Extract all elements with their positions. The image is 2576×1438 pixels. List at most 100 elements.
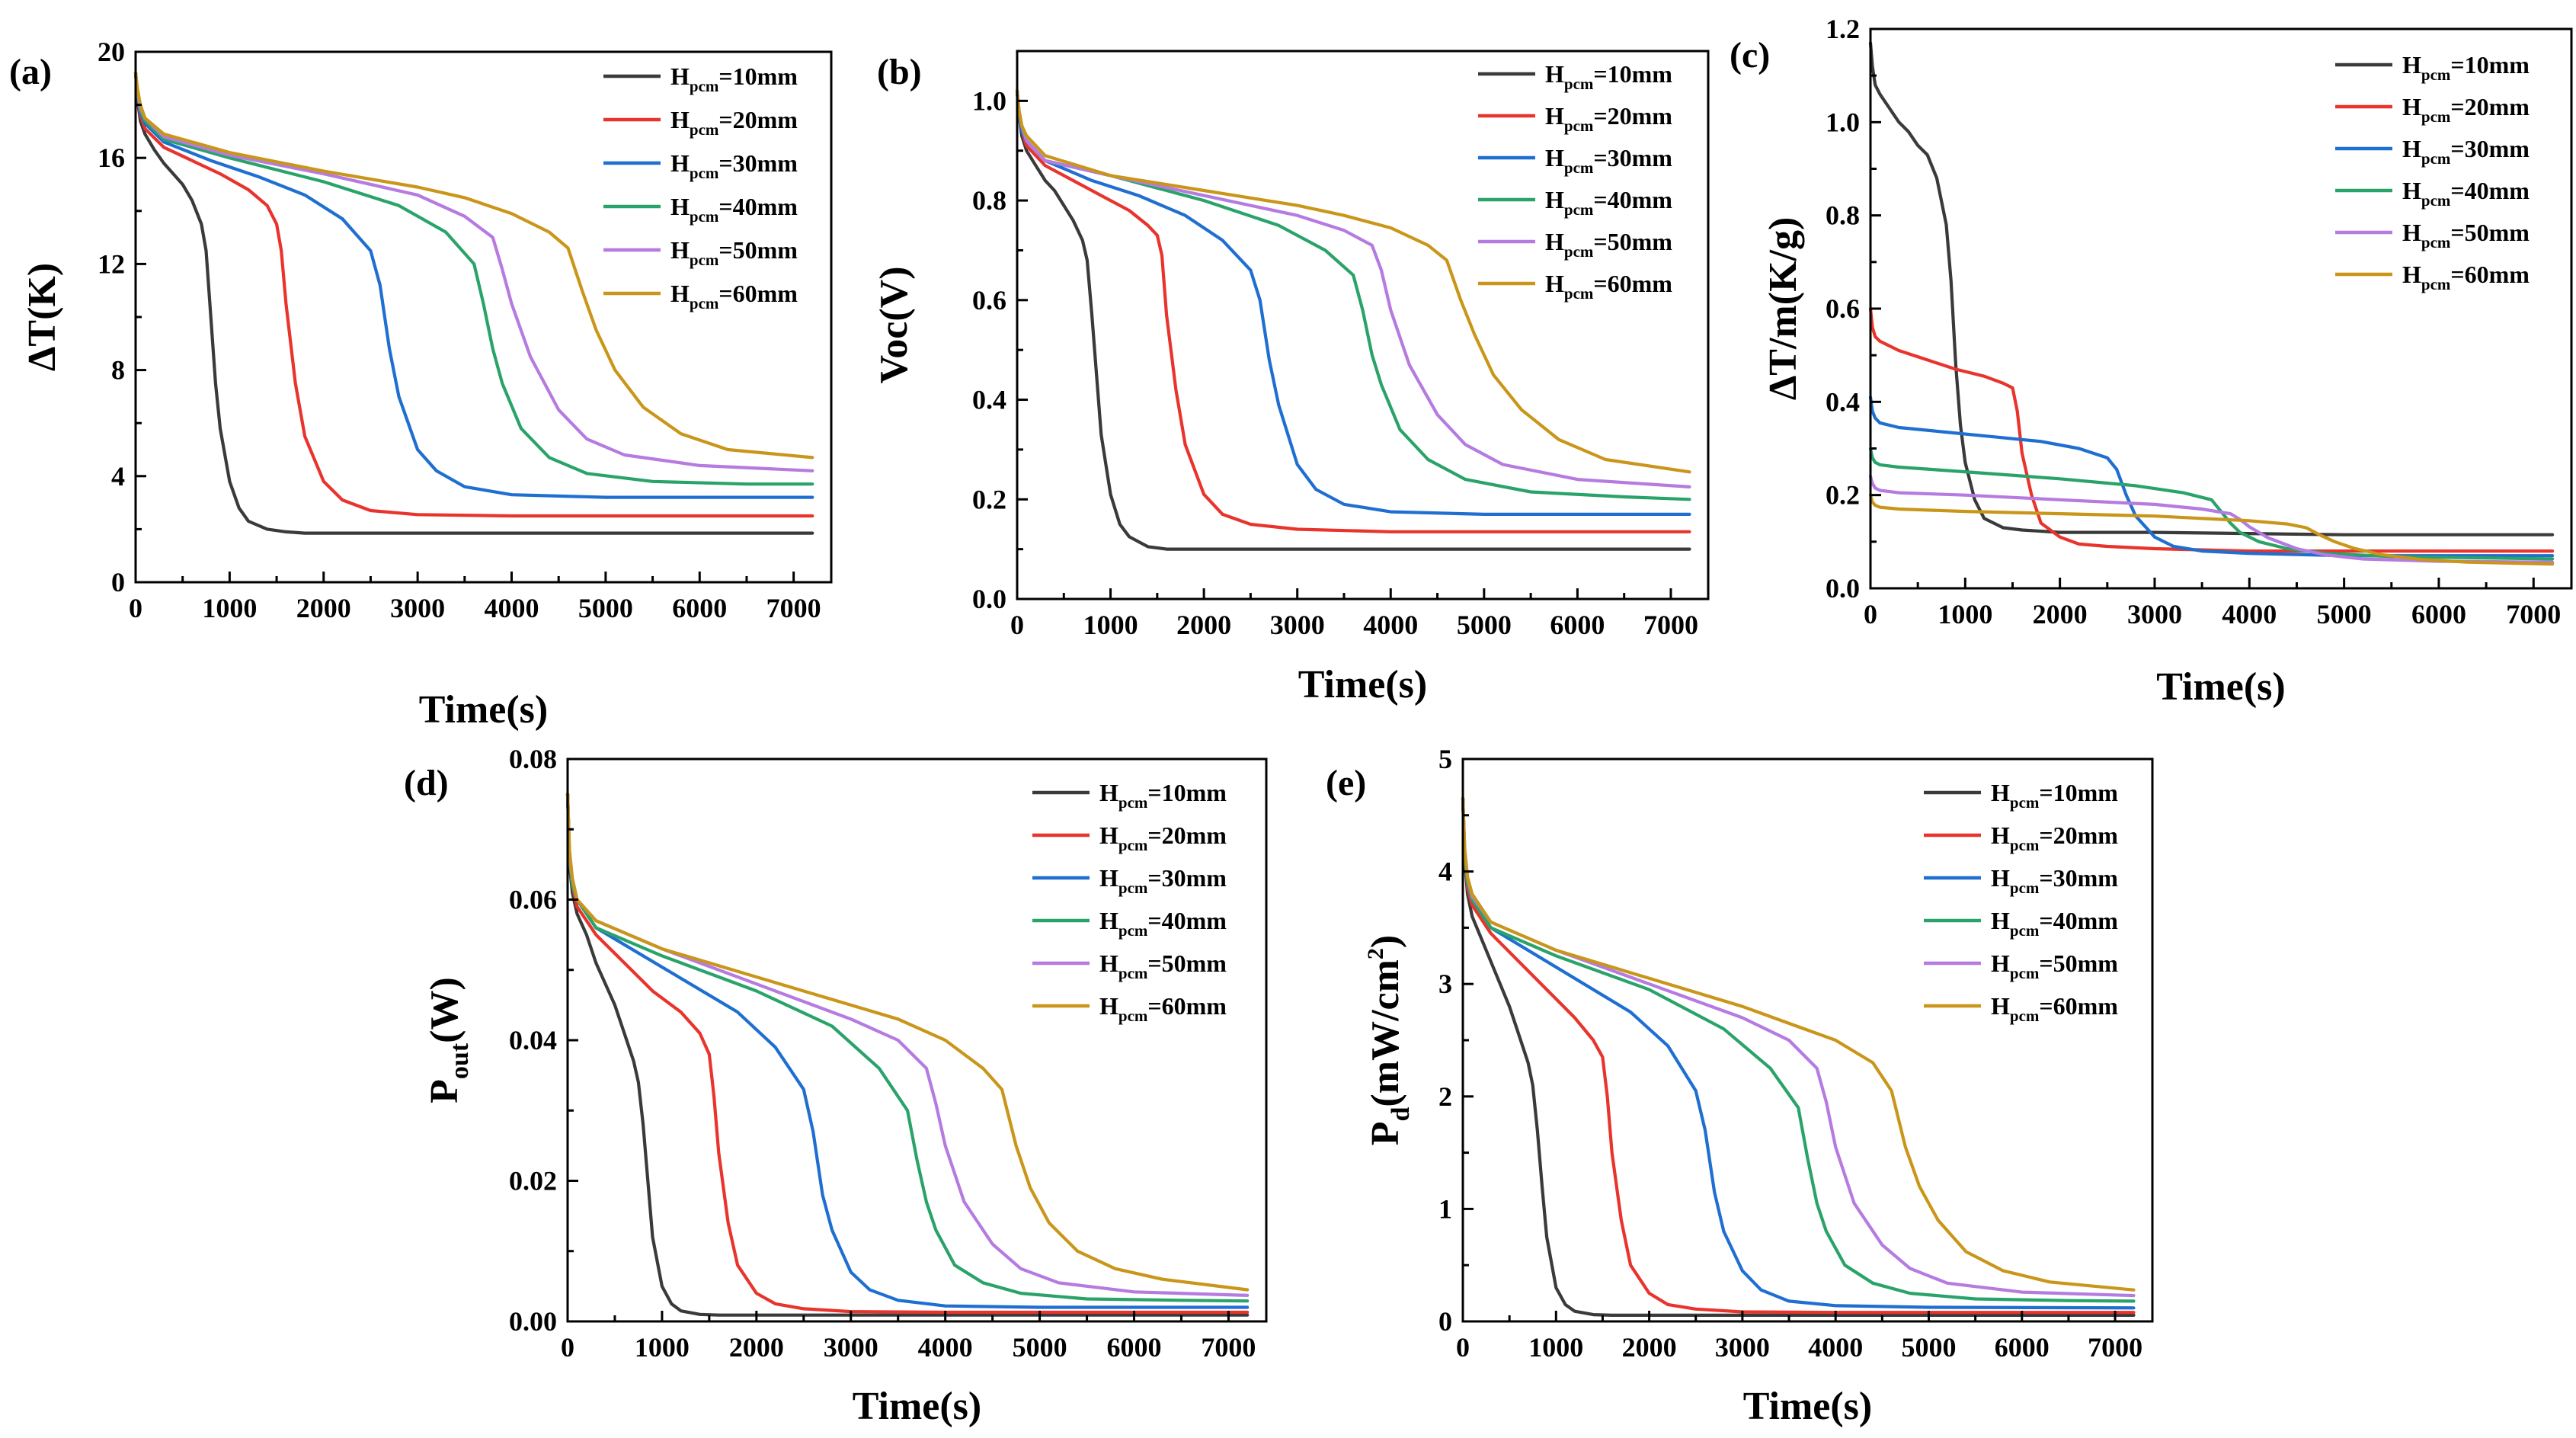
y-tick-label: 12 — [98, 248, 125, 279]
x-axis-title: Time(s) — [419, 688, 548, 732]
panel-c: (c) 0 1000 2000 3000 4000 5000 6000 7000 0.0 0.2 0.… — [1730, 14, 2573, 709]
panel-label: (e) — [1326, 763, 1366, 803]
x-tick-label: 0 — [129, 593, 142, 623]
y-tick-label: 0.2 — [972, 484, 1006, 514]
x-tick-label: 2000 — [1176, 610, 1231, 640]
y-tick-label: 4 — [111, 461, 125, 492]
y-tick-label: 0.04 — [509, 1025, 557, 1055]
x-tick-label: 6000 — [1995, 1332, 2050, 1363]
y-tick-label: 0.0 — [972, 584, 1006, 614]
legend-label: Hpcm=40mm — [2402, 177, 2530, 210]
series-line-6 — [133, 71, 814, 460]
y-tick-label: 0.0 — [1826, 573, 1860, 604]
y-axis-title: Pout(W) — [423, 977, 474, 1103]
legend-label: Hpcm=20mm — [1991, 821, 2118, 854]
series-line-3 — [133, 71, 814, 499]
x-axis-title: Time(s) — [2156, 665, 2285, 709]
legend-label: Hpcm=30mm — [1545, 144, 1672, 177]
legend-label: Hpcm=60mm — [2402, 261, 2530, 293]
legend-label: Hpcm=40mm — [670, 193, 798, 226]
x-tick-label: 7000 — [2088, 1332, 2142, 1363]
series-line-2 — [133, 71, 814, 518]
x-tick-label: 0 — [561, 1332, 574, 1363]
y-tick-label: 1.2 — [1826, 14, 1860, 44]
x-tick-label: 4000 — [485, 593, 539, 623]
legend-label: Hpcm=30mm — [670, 149, 798, 182]
y-tick-label: 5 — [1438, 744, 1452, 774]
x-tick-label: 7000 — [2506, 599, 2561, 629]
y-tick-label: 0.8 — [1826, 200, 1860, 231]
legend: Hpcm=10mm Hpcm=20mm Hpcm=30mm Hpcm=40mm Hpcm… — [1032, 779, 1227, 1025]
y-tick-label: 1.0 — [1826, 107, 1860, 137]
panel-label: (c) — [1730, 35, 1770, 75]
x-tick-label: 3000 — [824, 1332, 878, 1363]
y-tick-label: 0 — [1438, 1306, 1452, 1337]
y-tick-label: 16 — [98, 143, 125, 173]
panel-d: (d) 0 1000 2000 3000 4000 5000 6000 7000 0.00 0.02… — [404, 744, 1268, 1428]
x-tick-label: 2000 — [2033, 599, 2088, 629]
y-tick-label: 0.8 — [972, 185, 1006, 216]
series-line-2 — [1461, 796, 2136, 1315]
series-line-1 — [1868, 41, 2555, 536]
series-line-5 — [1461, 796, 2136, 1298]
series-line-5 — [1015, 89, 1691, 488]
y-tick-label: 0.00 — [509, 1306, 557, 1337]
y-tick-label: 0 — [111, 567, 125, 597]
series-line-6 — [1461, 796, 2136, 1292]
panel-label: (b) — [877, 52, 922, 92]
legend-label: Hpcm=60mm — [1545, 270, 1672, 303]
series-line-6 — [565, 793, 1250, 1292]
y-tick-label: 0.06 — [509, 885, 557, 915]
series-line-2 — [565, 793, 1250, 1315]
legend: Hpcm=10mm Hpcm=20mm Hpcm=30mm Hpcm=40mm Hpcm… — [1924, 779, 2118, 1025]
x-tick-label: 1000 — [1083, 610, 1138, 640]
x-tick-label: 1000 — [635, 1332, 690, 1363]
series-line-6 — [1868, 493, 2555, 566]
series-line-1 — [1461, 796, 2136, 1317]
legend-label: Hpcm=60mm — [670, 280, 798, 312]
x-tick-label: 5000 — [1013, 1332, 1067, 1363]
x-tick-label: 5000 — [1457, 610, 1512, 640]
y-axis-title: ΔT(K) — [21, 263, 64, 371]
legend-label: Hpcm=60mm — [1099, 992, 1227, 1025]
y-tick-label: 0.4 — [972, 385, 1006, 415]
panel-e: (e) 0 1000 2000 3000 4000 5000 6000 7000 0 1 2 3 4 5 Ti… — [1326, 744, 2154, 1428]
legend-label: Hpcm=40mm — [1545, 186, 1672, 219]
y-tick-label: 0.6 — [1826, 293, 1860, 324]
legend-label: Hpcm=50mm — [1991, 950, 2118, 982]
series-line-1 — [133, 71, 814, 535]
series-line-1 — [1015, 89, 1691, 551]
series-line-4 — [1868, 447, 2555, 561]
x-tick-label: 6000 — [1107, 1332, 1162, 1363]
series-line-4 — [133, 71, 814, 486]
series-line-3 — [1868, 396, 2555, 558]
y-tick-label: 0.6 — [972, 285, 1006, 315]
x-tick-label: 5000 — [2317, 599, 2372, 629]
series-line-3 — [1461, 796, 2136, 1310]
x-tick-label: 4000 — [2222, 599, 2277, 629]
x-tick-label: 3000 — [1270, 610, 1325, 640]
x-tick-label: 4000 — [1808, 1332, 1863, 1363]
legend-label: Hpcm=10mm — [1545, 60, 1672, 93]
x-tick-label: 2000 — [1622, 1332, 1677, 1363]
legend-label: Hpcm=10mm — [1991, 779, 2118, 812]
series-line-6 — [1015, 89, 1691, 474]
series-line-2 — [1868, 306, 2555, 553]
y-tick-label: 4 — [1438, 857, 1452, 887]
y-axis-title: Pd(mW/cm2) — [1363, 935, 1415, 1146]
y-tick-label: 0.2 — [1826, 480, 1860, 511]
panel-b: (b) 0 1000 2000 3000 4000 5000 6000 7000 0.0 0.2 0.… — [872, 50, 1710, 706]
legend-label: Hpcm=20mm — [2402, 93, 2530, 126]
x-tick-label: 2000 — [729, 1332, 784, 1363]
legend-label: Hpcm=10mm — [2402, 51, 2530, 84]
series-line-2 — [1015, 89, 1691, 533]
x-tick-label: 3000 — [390, 593, 445, 623]
y-axis-title: ΔT/m(K/g) — [1762, 217, 1805, 401]
legend-label: Hpcm=60mm — [1991, 992, 2118, 1025]
legend: Hpcm=10mm Hpcm=20mm Hpcm=30mm Hpcm=40mm Hpcm… — [2335, 51, 2530, 293]
legend-label: Hpcm=30mm — [2402, 135, 2530, 168]
y-axis-title: Voc(V) — [872, 266, 916, 383]
legend-label: Hpcm=40mm — [1099, 907, 1227, 940]
legend-label: Hpcm=30mm — [1991, 864, 2118, 897]
y-tick-label: 8 — [111, 355, 125, 386]
